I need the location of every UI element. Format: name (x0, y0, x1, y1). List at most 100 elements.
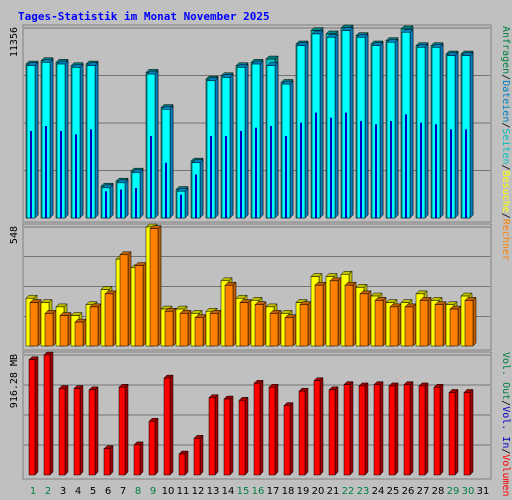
volumen-bar-day-5 (88, 389, 96, 476)
seiten-bar-day-2 (45, 125, 47, 218)
rechner-bar-side-day-10 (172, 307, 177, 347)
legend-bottom-item-3: / (500, 448, 511, 454)
legend-bottom-item-1: / (500, 400, 511, 406)
dateien-bar-side-day-4 (79, 63, 84, 219)
dateien-bar-side-day-22 (349, 27, 354, 219)
rechner-bar-side-day-12 (202, 314, 207, 347)
seiten-bar-day-12 (195, 174, 197, 218)
volumen-bar-day-9 (148, 421, 156, 476)
volumen-bar-day-20 (313, 380, 321, 476)
legend-top-item-5: / (500, 165, 511, 171)
volumen-bar-side-day-22 (349, 381, 354, 476)
dateien-bar-side-day-2 (49, 58, 54, 219)
volumen-bar-day-24 (373, 384, 381, 476)
rechner-bar-day-8 (134, 265, 144, 347)
rechner-bar-day-30 (464, 300, 474, 347)
day-label-24: 24 (372, 486, 385, 497)
seiten-bar-day-11 (180, 194, 182, 218)
day-label-10: 10 (162, 486, 175, 497)
rechner-bar-day-29 (449, 308, 459, 347)
rechner-bar-side-day-4 (82, 318, 87, 347)
seiten-bar-day-30 (465, 129, 467, 218)
day-label-18: 18 (282, 486, 295, 497)
rechner-bar-side-day-25 (397, 303, 402, 347)
rechner-bar-day-7 (119, 254, 129, 347)
dateien-bar-side-day-9 (154, 70, 159, 219)
volumen-bar-side-day-28 (439, 383, 444, 476)
seiten-bar-day-14 (225, 136, 227, 218)
volumen-bar-side-day-14 (229, 395, 234, 476)
dateien-bar-side-day-11 (184, 187, 189, 219)
volumen-bar-day-27 (418, 385, 426, 476)
seiten-bar-day-20 (315, 112, 317, 218)
rechner-bar-day-11 (179, 313, 189, 347)
dateien-bar-side-day-7 (124, 179, 129, 219)
day-label-8: 8 (135, 486, 141, 497)
legend-top-item-7: / (500, 213, 511, 219)
hits-ymax-label: 11356 (9, 27, 20, 57)
dateien-bar-side-day-6 (109, 184, 114, 219)
rechner-bar-day-23 (359, 293, 369, 347)
legend-bottom-item-0: Vol. Out (500, 352, 511, 400)
rechner-bar-day-18 (284, 317, 294, 347)
seiten-bar-day-3 (60, 130, 62, 218)
x-axis-day-labels: 1 2 3 4 5 6 7 8 9 10 11 12 13 14 15 16 17 18 19 20 21 22 23 24 2… (30, 486, 490, 497)
volume-panel: 916.28 MB (9, 351, 492, 480)
volumen-bar-side-day-25 (394, 382, 399, 476)
seiten-bar-day-18 (285, 136, 287, 218)
dateien-bar-side-day-14 (229, 73, 234, 219)
volumen-bar-day-30 (463, 392, 471, 476)
volumen-bar-day-14 (223, 398, 231, 476)
rechner-bar-day-12 (194, 317, 204, 347)
rechner-bar-day-21 (329, 280, 339, 347)
volumen-bar-day-22 (343, 384, 351, 476)
volumen-bar-side-day-8 (139, 441, 144, 476)
rechner-bar-side-day-17 (277, 309, 282, 347)
day-label-14: 14 (222, 486, 235, 497)
rechner-bar-side-day-24 (382, 296, 387, 347)
volume-ymax-label: 916.28 MB (9, 354, 20, 408)
day-label-30: 30 (462, 486, 475, 497)
dateien-bar-side-day-3 (64, 60, 69, 219)
rechner-bar-side-day-2 (52, 309, 57, 347)
volume-panel-frame (22, 351, 492, 480)
volumen-bar-side-day-7 (124, 383, 129, 476)
dateien-bar-side-day-23 (364, 33, 369, 219)
volumen-bar-day-13 (208, 397, 216, 476)
day-label-3: 3 (60, 486, 66, 497)
volumen-bar-side-day-17 (274, 383, 279, 476)
legend-bottom-item-4: Volumen (500, 454, 511, 496)
volumen-bar-day-23 (358, 385, 366, 476)
seiten-bar-day-25 (390, 120, 392, 218)
volumen-bar-side-day-9 (154, 417, 159, 476)
dateien-bar-side-day-27 (424, 43, 429, 219)
right-legend: Anfragen/Dateien/Seiten/Besuche/RechnerV… (500, 26, 511, 497)
rechner-bar-day-3 (59, 315, 69, 347)
rechner-bar-side-day-15 (247, 298, 252, 347)
day-label-5: 5 (90, 486, 96, 497)
day-label-11: 11 (177, 486, 190, 497)
day-label-1: 1 (30, 486, 36, 497)
seiten-bar-day-22 (345, 112, 347, 218)
legend-top-item-8: Rechner (500, 219, 511, 261)
volumen-bar-day-7 (118, 387, 126, 476)
legend-top-item-2: Dateien (500, 80, 511, 122)
rechner-bar-side-day-8 (142, 262, 147, 347)
day-label-19: 19 (297, 486, 310, 497)
seiten-bar-day-4 (75, 134, 77, 218)
dateien-bar-side-day-17 (274, 62, 279, 219)
volumen-bar-side-day-20 (319, 377, 324, 476)
seiten-bar-day-6 (105, 191, 107, 218)
dateien-bar-side-day-16 (259, 60, 264, 219)
rechner-bar-side-day-5 (97, 303, 102, 347)
day-label-15: 15 (237, 486, 250, 497)
day-label-7: 7 (120, 486, 126, 497)
legend-top-item-1: / (500, 74, 511, 80)
volumen-bar-day-11 (178, 453, 186, 476)
day-label-17: 17 (267, 486, 280, 497)
rechner-bar-day-17 (269, 313, 279, 347)
day-label-25: 25 (387, 486, 400, 497)
dateien-bar-side-day-13 (214, 77, 219, 219)
